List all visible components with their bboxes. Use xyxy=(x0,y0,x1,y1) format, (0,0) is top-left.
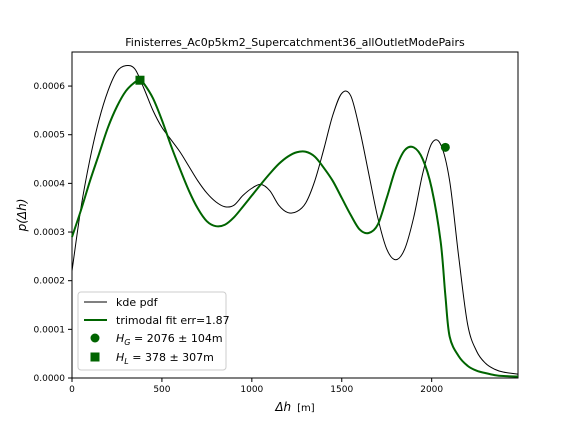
legend-hg-main: H xyxy=(116,332,124,345)
legend-hl-rest: = 378 ± 307m xyxy=(129,351,214,364)
legend-hg-sub: G xyxy=(124,338,130,347)
x-tick-label: 2000 xyxy=(420,385,443,395)
y-tick-label: 0.0004 xyxy=(34,179,66,189)
x-tick-label: 1500 xyxy=(330,385,353,395)
x-axis-label: Δh [m] xyxy=(274,400,314,414)
chart-title: Finisterres_Ac0p5km2_Supercatchment36_al… xyxy=(125,36,465,49)
y-tick-label: 0.0003 xyxy=(34,228,66,238)
legend-hl-marker xyxy=(90,352,100,362)
y-tick-label: 0.0002 xyxy=(34,277,66,287)
x-tick-label: 1000 xyxy=(240,385,263,395)
legend-hl-label: HL = 378 ± 307m xyxy=(116,351,214,366)
y-axis-label: p(Δh) xyxy=(15,199,29,233)
legend-hg-rest: = 2076 ± 104m xyxy=(130,332,222,345)
x-axis-label-main: Δh xyxy=(274,400,291,414)
legend: kde pdf trimodal fit err=1.87 HG = 2076 … xyxy=(77,291,230,371)
x-axis-label-unit: [m] xyxy=(297,403,315,414)
y-tick-label: 0.0006 xyxy=(34,82,66,92)
y-tick-label: 0.0005 xyxy=(34,131,66,141)
legend-hg-label: HG = 2076 ± 104m xyxy=(116,332,223,347)
ticks-layer: 0 500 1000 1500 2000 0.0000 0.0001 0.0002 0.0003… xyxy=(34,82,444,395)
legend-hg-marker xyxy=(90,333,100,343)
hg-point-marker xyxy=(440,142,450,152)
legend-frame xyxy=(77,291,227,371)
hl-point-marker xyxy=(135,75,145,85)
y-tick-label: 0.0001 xyxy=(34,325,66,335)
points-layer xyxy=(135,75,450,152)
x-tick-label: 0 xyxy=(69,385,75,395)
legend-fit-label: trimodal fit err=1.87 xyxy=(116,314,230,327)
kde-pdf-line xyxy=(71,64,519,375)
legend-hl-main: H xyxy=(116,351,124,364)
legend-kde-label: kde pdf xyxy=(116,296,159,309)
legend-hl-sub: L xyxy=(124,357,128,366)
x-tick-label: 500 xyxy=(153,385,170,395)
y-tick-label: 0.0000 xyxy=(34,374,66,384)
